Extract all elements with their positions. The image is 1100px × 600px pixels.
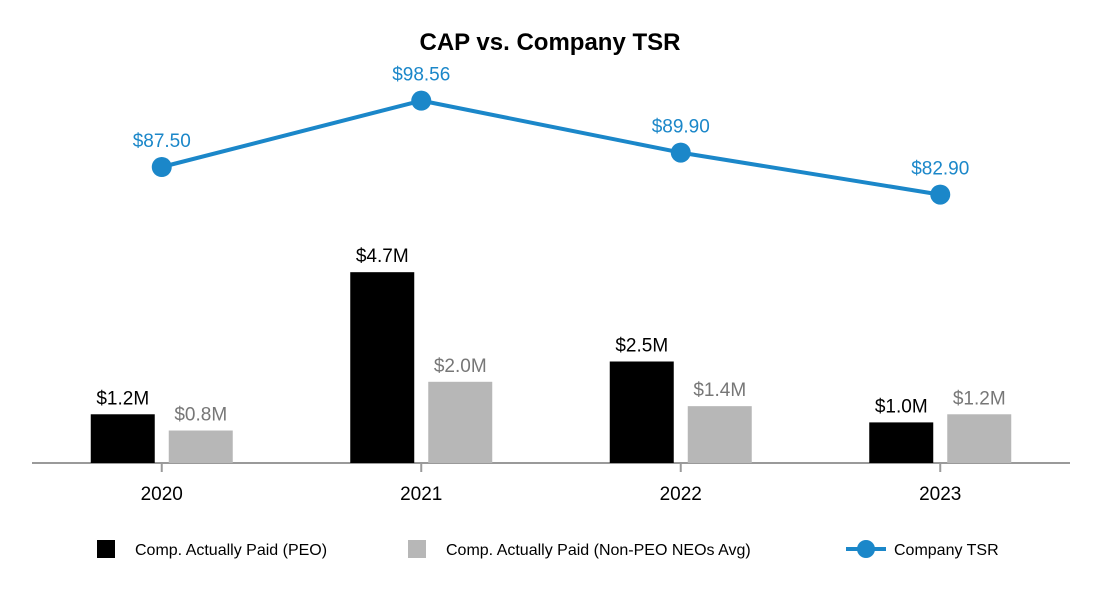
tsr-label-2023: $82.90 xyxy=(911,159,969,180)
tsr-point-2023 xyxy=(930,184,951,205)
bars-layer: $1.2M $0.8M $4.7M $2.0M $2.5M $1.4M $1.0M $1.2M xyxy=(90,246,1012,463)
legend-item-tsr-label: Company TSR xyxy=(894,542,999,559)
bar-label-non-peo-2020: $0.8M xyxy=(174,405,227,426)
legend-item-tsr-swatch-marker xyxy=(857,540,875,558)
x-tick-label-2020: 2020 xyxy=(141,484,183,505)
x-axis-ticks: 2020 2021 2022 2023 xyxy=(141,463,961,505)
tsr-label-2021: $98.56 xyxy=(392,65,450,86)
legend-item-peo-label: Comp. Actually Paid (PEO) xyxy=(135,542,327,559)
tsr-line-layer: $87.50 $98.56 $89.90 $82.90 xyxy=(133,65,969,205)
bar-peo-2021 xyxy=(350,272,415,463)
legend-item-non-peo-label: Comp. Actually Paid (Non-PEO NEOs Avg) xyxy=(446,542,751,559)
bar-non-peo-2022 xyxy=(687,406,752,463)
tsr-point-2022 xyxy=(670,142,691,163)
legend-item-non-peo-swatch xyxy=(408,540,426,558)
bar-non-peo-2020 xyxy=(168,430,233,463)
x-tick-label-2021: 2021 xyxy=(400,484,442,505)
bar-label-peo-2021: $4.7M xyxy=(356,246,409,267)
bar-label-peo-2023: $1.0M xyxy=(875,396,928,417)
bar-peo-2023 xyxy=(869,422,934,463)
legend-item-tsr: Company TSR xyxy=(846,540,999,559)
bar-label-peo-2022: $2.5M xyxy=(615,336,668,357)
bar-label-non-peo-2023: $1.2M xyxy=(953,388,1006,409)
bar-peo-2020 xyxy=(90,414,155,463)
x-tick-label-2023: 2023 xyxy=(919,484,961,505)
legend: Comp. Actually Paid (PEO) Comp. Actually … xyxy=(97,540,999,559)
bar-peo-2022 xyxy=(609,361,674,463)
tsr-label-2020: $87.50 xyxy=(133,131,191,152)
legend-item-peo: Comp. Actually Paid (PEO) xyxy=(97,540,327,559)
bar-non-peo-2023 xyxy=(947,414,1012,463)
tsr-point-2020 xyxy=(151,157,172,177)
bar-non-peo-2021 xyxy=(428,381,493,463)
legend-item-peo-swatch xyxy=(97,540,115,558)
tsr-line xyxy=(161,98,941,197)
legend-item-non-peo: Comp. Actually Paid (Non-PEO NEOs Avg) xyxy=(408,540,751,559)
bar-label-non-peo-2022: $1.4M xyxy=(693,380,746,401)
bar-label-non-peo-2021: $2.0M xyxy=(434,356,487,377)
tsr-point-2021 xyxy=(411,90,432,111)
chart-title: CAP vs. Company TSR xyxy=(420,29,681,56)
x-tick-label-2022: 2022 xyxy=(660,484,702,505)
tsr-label-2022: $89.90 xyxy=(652,117,710,138)
bar-label-peo-2020: $1.2M xyxy=(96,388,149,409)
